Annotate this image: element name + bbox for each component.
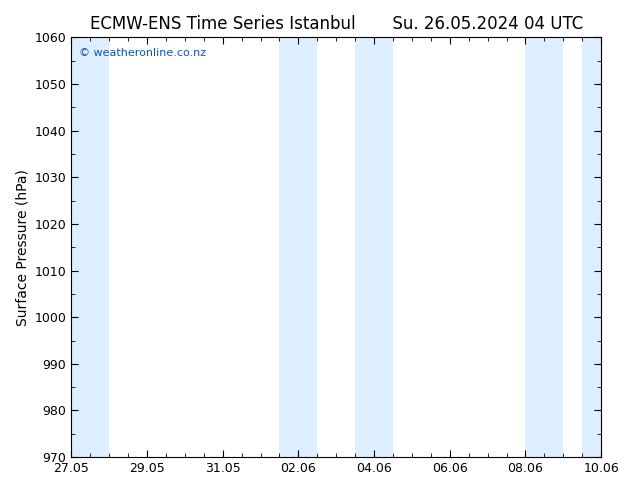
Bar: [355, 37, 393, 457]
Y-axis label: Surface Pressure (hPa): Surface Pressure (hPa): [15, 169, 29, 326]
Text: © weatheronline.co.nz: © weatheronline.co.nz: [79, 48, 206, 58]
Title: ECMW-ENS Time Series Istanbul       Su. 26.05.2024 04 UTC: ECMW-ENS Time Series Istanbul Su. 26.05.…: [89, 15, 583, 33]
Bar: [582, 37, 601, 457]
Bar: [526, 37, 563, 457]
Bar: [71, 37, 109, 457]
Bar: [280, 37, 317, 457]
